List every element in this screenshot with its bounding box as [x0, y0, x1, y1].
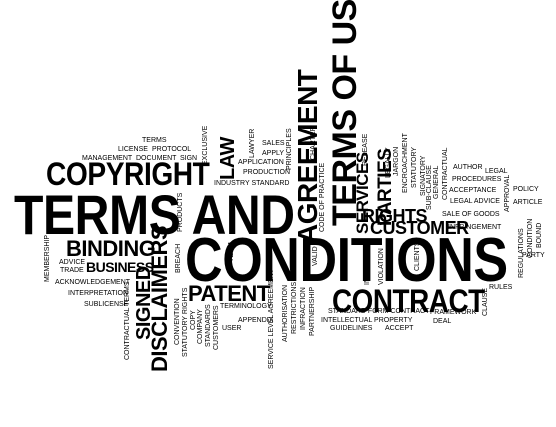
word-policy: POLICY: [513, 186, 539, 193]
word-company: COMPANY: [197, 309, 204, 344]
word-code-of-practice: CODE OF PRACTICE: [319, 162, 326, 232]
word-approval: APPROVAL: [504, 174, 511, 212]
word-jargon: JARGON: [393, 146, 400, 176]
word-business: BUSINESS: [86, 259, 154, 275]
word-breach: BREACH: [175, 243, 182, 273]
word-term: TERM: [228, 242, 235, 262]
word-patent: PATENT: [188, 281, 270, 306]
word-guidelines: GUIDELINES: [330, 325, 373, 332]
word-framework: FRAMEWORK: [430, 309, 477, 316]
word-customers: CUSTOMERS: [213, 305, 220, 350]
word-clause: CLAUSE: [482, 287, 489, 316]
word-agreement: AGREEMENT: [292, 69, 323, 244]
word-rules: RULES: [489, 284, 513, 291]
word-principles: PRINCIPLES: [286, 128, 293, 170]
word-bound: BOUND: [536, 222, 543, 248]
word-contractual-terms: CONTRACTUAL TERMS: [124, 281, 131, 360]
word-license: LICENSE: [118, 146, 148, 153]
word-procedures: PROCEDURES: [452, 176, 502, 183]
word-conditions: CONDITIONS: [185, 226, 508, 295]
word-acknowledgement: ACKNOWLEDGEMENT: [55, 279, 131, 286]
word-sub-clause: SUB-CLAUSE: [426, 165, 433, 210]
word-sublicense: SUBLICENSE: [84, 301, 129, 308]
word-condition: CONDITION: [527, 218, 534, 258]
word-service-level-agreement: SERVICE LEVEL AGREEMENT: [268, 269, 275, 369]
word-terms: TERMS: [142, 137, 167, 144]
word-customer: CUSTOMER: [370, 218, 469, 238]
word-industry-standard: INDUSTRY STANDARD: [214, 180, 290, 187]
word-sign: SIGN: [180, 155, 198, 162]
word-article: ARTICLE: [513, 199, 543, 206]
word-industry: INDUSTRY: [364, 249, 371, 285]
word-legal-advice: LEGAL ADVICE: [450, 198, 500, 205]
word-acceptance: ACCEPTANCE: [449, 187, 497, 194]
word-regulations: REGULATIONS: [518, 228, 525, 278]
word-restrictions: RESTRICTIONS: [291, 281, 298, 334]
word-copyright: COPYRIGHT: [46, 156, 210, 192]
word-membership: MEMBERSHIP: [44, 234, 51, 282]
word-deal: DEAL: [433, 318, 452, 325]
word-infraction: INFRACTION: [300, 287, 307, 330]
word-terminology: TERMINOLOGY: [220, 303, 272, 310]
word-contractual: CONTRACTUAL: [442, 147, 449, 200]
word-general: GENERAL: [433, 165, 440, 199]
word-standard-form-contract: STANDARD FORM CONTRACT: [328, 308, 430, 315]
word-valid: VALID: [312, 246, 319, 266]
word-law: LAW: [217, 137, 239, 180]
word-legal: LEGAL: [485, 168, 508, 175]
word-application: APPLICATION: [238, 159, 284, 166]
word-copy: COPY: [190, 310, 197, 330]
word-sales: SALES: [262, 140, 285, 147]
word-appendix: APPENDIX: [238, 317, 274, 324]
word-convention: CONVENTION: [174, 298, 181, 345]
word-sale-of-goods: SALE OF GOODS: [442, 211, 500, 218]
word-protocol: PROTOCOL: [152, 146, 192, 153]
word-statutory: STATUTORY: [411, 146, 418, 188]
word-encroachment: ENCROACHMENT: [402, 133, 409, 193]
word-standards: STANDARDS: [205, 304, 212, 347]
word-management: MANAGEMENT: [82, 155, 133, 162]
word-authorisation: AUTHORISATION: [282, 284, 289, 342]
word-accept: ACCEPT: [385, 325, 414, 332]
word-partnership: PARTNERSHIP: [309, 286, 316, 336]
word-trade: TRADE: [60, 267, 84, 274]
word-advice: ADVICE: [59, 259, 86, 266]
word-interpretation: INTERPRETATION: [68, 290, 129, 297]
word-violation: VIOLATION: [378, 248, 385, 285]
word-intellectual-property: INTELLECTUAL PROPERTY: [321, 317, 413, 324]
word-clients: CLIENTS: [414, 241, 421, 271]
word-party: PARTY: [522, 252, 545, 259]
word-lawyer: LAWYER: [249, 128, 256, 158]
word-charter: CHARTER: [310, 126, 317, 160]
word-statutory-rights: STATUTORY RIGHTS: [182, 287, 189, 357]
word-signed: SIGNED: [133, 266, 155, 340]
word-products: PRODUCTS: [177, 192, 184, 232]
word-author: AUTHOR: [453, 164, 483, 171]
word-legally: LEGALLY: [385, 147, 392, 178]
word-infringement: INFRINGEMENT: [448, 224, 502, 231]
word-binding: BINDING: [66, 236, 156, 261]
word-production: PRODUCTION: [243, 169, 291, 176]
word-contract: CONTRACT: [332, 283, 485, 319]
word-terms-and: TERMS AND: [14, 183, 295, 246]
word-release: RELEASE: [362, 133, 369, 166]
word-document: DOCUMENT: [136, 155, 177, 162]
word-apply: APPLY: [262, 150, 285, 157]
word-user: USER: [222, 325, 242, 332]
word-exclusive: EXCLUSIVE: [202, 125, 209, 165]
word-rights: RIGHTS: [362, 206, 428, 226]
